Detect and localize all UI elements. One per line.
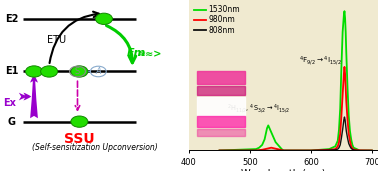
Text: $^2$H$_{11/2}$, $^4$S$_{3/2}$$\rightarrow$$^4$I$_{15/2}$: $^2$H$_{11/2}$, $^4$S$_{3/2}$$\rightarro… — [227, 102, 290, 115]
Text: SSU: SSU — [64, 132, 95, 146]
Text: S: S — [75, 67, 80, 76]
Text: $^4$F$_{9/2}$$\rightarrow$$^4$I$_{15/2}$: $^4$F$_{9/2}$$\rightarrow$$^4$I$_{15/2}$ — [299, 54, 342, 67]
Legend: 1530nm, 980nm, 808nm: 1530nm, 980nm, 808nm — [193, 4, 241, 36]
Text: A: A — [95, 67, 101, 76]
Text: ≈≈>: ≈≈> — [138, 49, 162, 59]
Text: G: G — [7, 117, 15, 127]
Text: E1: E1 — [5, 67, 18, 76]
Circle shape — [25, 66, 42, 77]
Circle shape — [95, 13, 113, 24]
Text: (Self-sensitization Upconversion): (Self-sensitization Upconversion) — [32, 143, 157, 153]
Circle shape — [41, 66, 57, 77]
Text: Ex: Ex — [3, 98, 16, 108]
Text: Em: Em — [127, 48, 146, 58]
X-axis label: Wavelength (nm): Wavelength (nm) — [241, 168, 326, 171]
Text: ETU: ETU — [47, 35, 66, 45]
Circle shape — [71, 116, 88, 127]
Text: E2: E2 — [5, 14, 18, 24]
Circle shape — [71, 66, 88, 77]
